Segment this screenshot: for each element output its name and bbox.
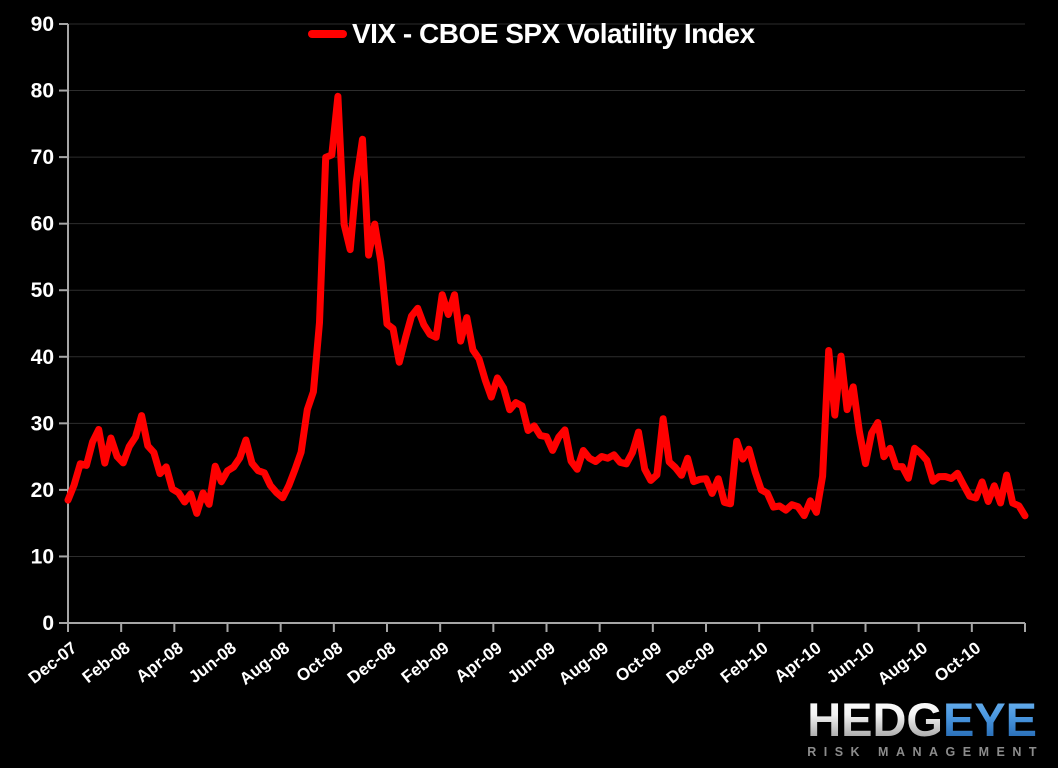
- hedgeye-wordmark-hedg: HEDG: [807, 692, 943, 746]
- y-axis-label: 80: [31, 80, 54, 103]
- x-axis-label: Jun-10: [823, 638, 878, 687]
- x-axis-label: Jun-08: [185, 638, 240, 687]
- x-axis-label: Dec-08: [344, 638, 400, 687]
- x-axis-label: Feb-08: [79, 638, 134, 687]
- y-axis-label: 60: [31, 213, 54, 236]
- vix-line-series: [64, 92, 1029, 520]
- x-axis-label: Apr-10: [771, 638, 825, 686]
- x-axis-label: Aug-09: [555, 638, 612, 688]
- x-axis-label: Aug-08: [236, 638, 293, 688]
- hedgeye-wordmark-eye: EYE: [942, 692, 1038, 746]
- x-axis-label: Jun-09: [504, 638, 559, 687]
- x-axis-label: Feb-09: [398, 638, 453, 687]
- y-axis-label: 30: [31, 412, 54, 435]
- y-axis-label: 50: [31, 279, 54, 302]
- hedgeye-logo: HEDGEYE RISK MANAGEMENT: [807, 696, 1044, 759]
- hedgeye-tagline: RISK MANAGEMENT: [807, 744, 1044, 759]
- x-axis-label: Oct-09: [612, 638, 665, 686]
- x-axis-label: Dec-07: [25, 638, 81, 687]
- hedgeye-wordmark: HEDGEYE: [807, 696, 1044, 743]
- y-axis-label: 90: [31, 13, 54, 36]
- legend-line-swatch: [308, 30, 347, 38]
- chart-title-bar: VIX - CBOE SPX Volatility Index: [308, 18, 755, 50]
- x-axis-label: Apr-09: [452, 638, 506, 686]
- y-axis-label: 10: [31, 545, 54, 568]
- y-axis-label: 0: [42, 612, 54, 635]
- x-axis-label: Oct-10: [931, 638, 984, 686]
- x-axis-label: Apr-08: [133, 638, 187, 686]
- x-axis-label: Feb-10: [717, 638, 772, 687]
- y-axis-label: 70: [31, 146, 54, 169]
- x-axis-label: Dec-09: [663, 638, 719, 687]
- y-axis-label: 20: [31, 479, 54, 502]
- y-axis-label: 40: [31, 346, 54, 369]
- x-axis-label: Aug-10: [874, 638, 931, 688]
- x-axis-label: Oct-08: [293, 638, 346, 686]
- chart-title: VIX - CBOE SPX Volatility Index: [352, 18, 755, 49]
